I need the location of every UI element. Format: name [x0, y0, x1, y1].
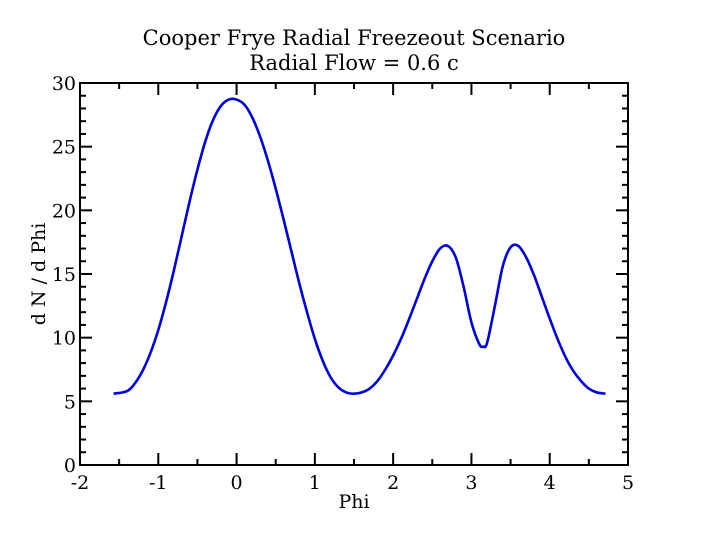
y-axis-label: d N / d Phi — [28, 223, 50, 326]
x-tick-label: -2 — [71, 472, 90, 494]
y-tick-label: 25 — [52, 137, 76, 159]
x-tick-label: 4 — [544, 472, 556, 494]
y-tick-label: 30 — [52, 73, 76, 95]
chart-subtitle: Radial Flow = 0.6 c — [249, 51, 459, 75]
series-line — [113, 97, 606, 395]
x-tick-label: 5 — [622, 472, 634, 494]
tick-labels-layer: -2 -1 0 1 2 3 4 5 0 5 10 15 20 25 30 — [52, 73, 634, 494]
y-tick-label: 10 — [52, 328, 76, 350]
x-tick-label: -1 — [149, 472, 168, 494]
x-axis-label: Phi — [338, 491, 369, 513]
x-tick-label: 0 — [231, 472, 243, 494]
plot-frame — [79, 82, 629, 466]
y-tick-label: 0 — [64, 455, 76, 477]
y-tick-label: 15 — [52, 264, 76, 286]
y-tick-label: 5 — [64, 391, 76, 413]
x-tick-label: 1 — [309, 472, 321, 494]
y-tick-label: 20 — [52, 200, 76, 222]
x-tick-label: 3 — [465, 472, 477, 494]
chart-title: Cooper Frye Radial Freezeout Scenario — [143, 26, 566, 50]
x-tick-label: 2 — [387, 472, 399, 494]
ticks-layer — [79, 82, 629, 466]
